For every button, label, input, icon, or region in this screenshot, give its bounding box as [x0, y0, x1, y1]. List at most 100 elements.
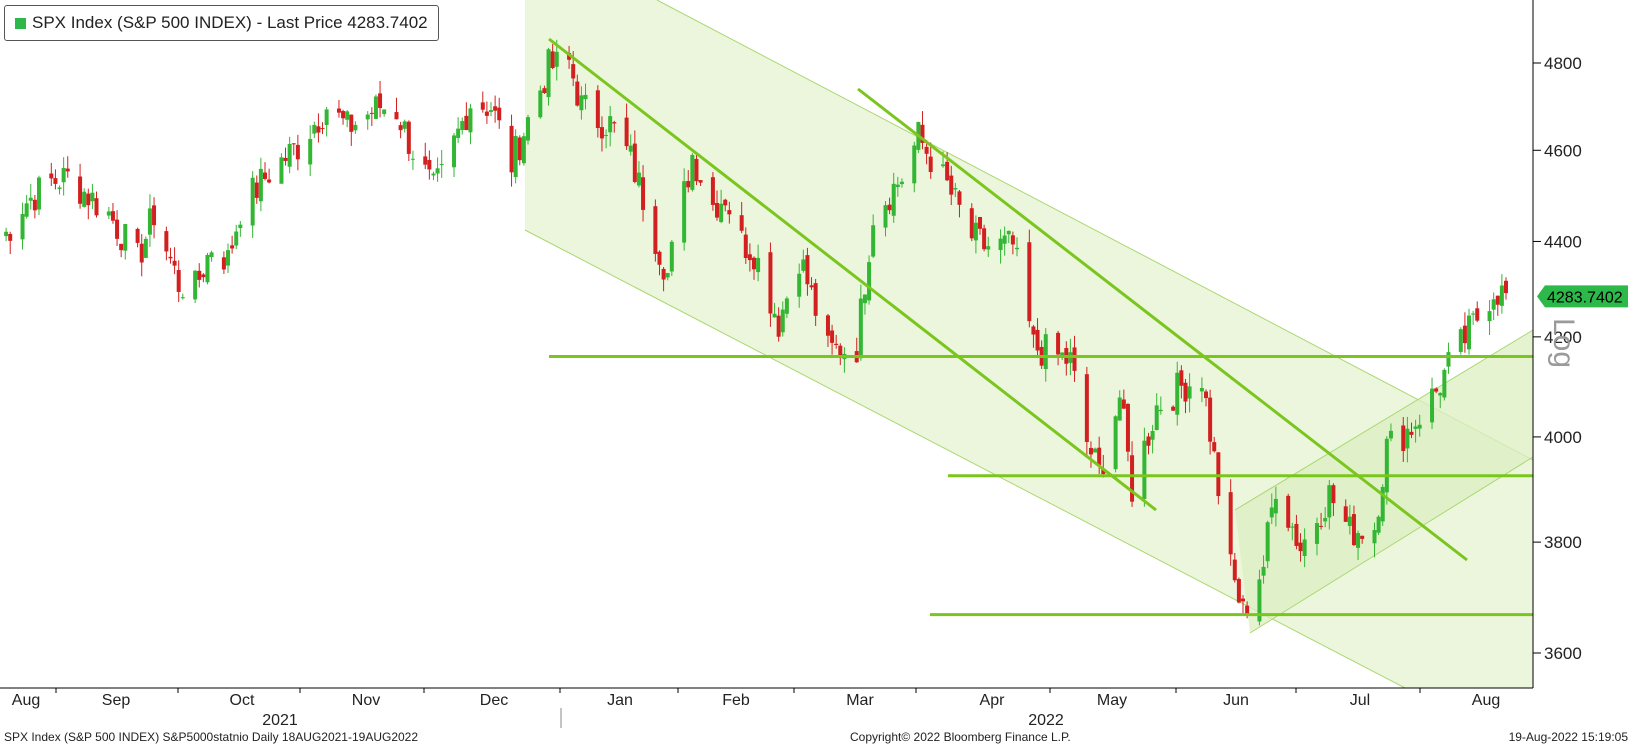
candle — [1146, 432, 1151, 455]
candle-body — [784, 298, 789, 314]
y-tick-label: 4400 — [1544, 232, 1582, 251]
x-year-label: 2022 — [1028, 712, 1064, 729]
candle-body — [599, 127, 604, 139]
candle — [1056, 330, 1061, 366]
candle — [1130, 441, 1135, 507]
candle — [739, 202, 744, 234]
candle — [1216, 452, 1221, 505]
candle-body — [427, 159, 432, 170]
candle-body — [1093, 448, 1098, 453]
candle — [1434, 387, 1439, 394]
candle-body — [1360, 535, 1365, 539]
candle-body — [1150, 430, 1155, 440]
candle — [784, 296, 789, 319]
candle — [1298, 533, 1303, 562]
candle-body — [484, 111, 489, 116]
candle — [295, 134, 300, 171]
candle — [28, 183, 33, 210]
candle-body — [1273, 498, 1278, 514]
candle — [978, 216, 983, 235]
candle-body — [406, 121, 411, 154]
footer-source: SPX Index (S&P 500 INDEX) S&P5000statnio… — [4, 730, 419, 744]
candle-body — [36, 177, 41, 210]
candle-body — [1228, 492, 1233, 555]
candle — [599, 116, 604, 152]
candle — [1228, 479, 1233, 566]
candle — [604, 129, 609, 149]
trendlines — [548, 37, 1533, 617]
candle — [221, 251, 226, 274]
candle — [1269, 493, 1274, 525]
candle-body — [986, 246, 991, 250]
candle-body — [78, 176, 83, 204]
candle — [1372, 522, 1377, 558]
candle — [349, 114, 354, 146]
candle — [1208, 389, 1213, 455]
candle-body — [780, 309, 785, 333]
candle — [797, 263, 802, 308]
last-price-tag — [1537, 285, 1628, 308]
candle-body — [172, 260, 177, 266]
candle — [1446, 342, 1451, 374]
candle-body — [1212, 442, 1217, 452]
x-month-label: Dec — [480, 692, 508, 709]
candle — [636, 161, 641, 188]
candle — [168, 247, 173, 264]
candle-body — [1405, 428, 1410, 449]
candle — [123, 223, 128, 260]
candle — [1142, 427, 1147, 507]
candle — [1010, 231, 1015, 255]
candle — [135, 227, 140, 248]
candle-body — [480, 102, 485, 110]
candle — [653, 199, 658, 262]
candle — [1014, 237, 1019, 257]
candle — [612, 120, 617, 133]
candle — [1401, 417, 1406, 462]
candle — [575, 74, 580, 107]
candle — [406, 120, 411, 162]
candle — [682, 168, 687, 251]
candle — [320, 122, 325, 135]
candle-body — [1236, 579, 1241, 603]
x-year-label: 2021 — [262, 712, 298, 729]
candle-body — [1376, 516, 1381, 533]
candle-body — [805, 255, 810, 285]
candle — [1384, 436, 1389, 505]
candle — [1347, 504, 1352, 535]
candle-body — [180, 297, 185, 299]
candle-body — [579, 95, 584, 111]
candle-body — [809, 285, 814, 288]
candle — [521, 132, 526, 166]
candle-body — [653, 206, 658, 254]
candle-body — [949, 175, 954, 195]
candle-body — [752, 257, 756, 270]
footer-timestamp: 19-Aug-2022 15:19:05 — [1508, 730, 1628, 744]
candle-body — [957, 191, 962, 205]
candle-body — [1442, 369, 1447, 398]
candle — [61, 157, 66, 196]
candle — [1117, 390, 1122, 421]
candle-body — [345, 111, 350, 120]
log-scale-label: Log — [1547, 318, 1580, 369]
candle-body — [1504, 280, 1508, 294]
candle — [719, 189, 724, 224]
candle — [205, 252, 210, 285]
candle-body — [1154, 405, 1159, 430]
candle-body — [542, 88, 547, 93]
x-month-label: Nov — [352, 692, 380, 709]
candle — [1327, 479, 1332, 530]
candle-body — [139, 243, 144, 263]
candle-body — [1269, 507, 1274, 518]
candle-body — [1216, 452, 1221, 497]
candle-body — [1384, 438, 1389, 493]
candle — [858, 284, 863, 361]
candle-body — [768, 252, 773, 314]
candle-body — [661, 268, 666, 280]
candle-body — [895, 184, 900, 188]
candle — [895, 176, 900, 197]
candle — [373, 94, 378, 120]
candle-body — [234, 231, 239, 246]
candle — [1360, 535, 1365, 544]
candle-body — [727, 210, 732, 215]
